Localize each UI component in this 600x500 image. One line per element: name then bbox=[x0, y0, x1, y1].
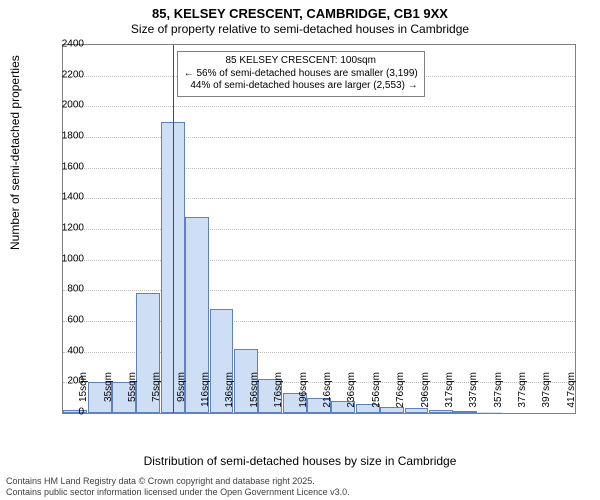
y-tick-label: 1800 bbox=[44, 131, 84, 142]
y-tick-label: 800 bbox=[44, 284, 84, 295]
x-axis-label: Distribution of semi-detached houses by … bbox=[0, 454, 600, 468]
x-tick-label: 156sqm bbox=[249, 372, 260, 422]
footer-text: Contains HM Land Registry data © Crown c… bbox=[6, 476, 350, 498]
y-tick-label: 400 bbox=[44, 345, 84, 356]
x-tick-label: 256sqm bbox=[371, 372, 382, 422]
x-tick-label: 417sqm bbox=[566, 372, 577, 422]
x-tick-label: 357sqm bbox=[493, 372, 504, 422]
y-tick-label: 2200 bbox=[44, 69, 84, 80]
x-tick-label: 176sqm bbox=[273, 372, 284, 422]
annotation-line: 85 KELSEY CRESCENT: 100sqm bbox=[184, 55, 418, 68]
gridline bbox=[63, 137, 575, 138]
x-tick-label: 337sqm bbox=[468, 372, 479, 422]
x-tick-label: 397sqm bbox=[541, 372, 552, 422]
chart-title: 85, KELSEY CRESCENT, CAMBRIDGE, CB1 9XX bbox=[0, 6, 600, 21]
footer-line1: Contains HM Land Registry data © Crown c… bbox=[6, 476, 350, 487]
gridline bbox=[63, 260, 575, 261]
x-tick-label: 55sqm bbox=[127, 372, 138, 422]
gridline bbox=[63, 198, 575, 199]
x-tick-label: 276sqm bbox=[395, 372, 406, 422]
footer-line2: Contains public sector information licen… bbox=[6, 487, 350, 498]
y-tick-label: 1400 bbox=[44, 192, 84, 203]
y-tick-label: 2000 bbox=[44, 100, 84, 111]
x-tick-label: 15sqm bbox=[78, 372, 89, 422]
gridline bbox=[63, 229, 575, 230]
x-tick-label: 35sqm bbox=[103, 372, 114, 422]
x-tick-label: 236sqm bbox=[346, 372, 357, 422]
gridline bbox=[63, 168, 575, 169]
annotation-line: 44% of semi-detached houses are larger (… bbox=[184, 80, 418, 93]
x-tick-label: 136sqm bbox=[224, 372, 235, 422]
chart-container: 85, KELSEY CRESCENT, CAMBRIDGE, CB1 9XX … bbox=[0, 0, 600, 500]
y-axis-label: Number of semi-detached properties bbox=[8, 55, 22, 250]
x-tick-label: 216sqm bbox=[322, 372, 333, 422]
y-tick-label: 1000 bbox=[44, 253, 84, 264]
gridline bbox=[63, 290, 575, 291]
y-tick-label: 1600 bbox=[44, 161, 84, 172]
y-tick-label: 2400 bbox=[44, 39, 84, 50]
marker-line bbox=[173, 45, 174, 413]
x-tick-label: 95sqm bbox=[176, 372, 187, 422]
plot-area: 85 KELSEY CRESCENT: 100sqm← 56% of semi-… bbox=[62, 44, 576, 414]
chart-subtitle: Size of property relative to semi-detach… bbox=[0, 22, 600, 36]
x-tick-label: 75sqm bbox=[151, 372, 162, 422]
annotation-box: 85 KELSEY CRESCENT: 100sqm← 56% of semi-… bbox=[177, 51, 425, 97]
x-tick-label: 116sqm bbox=[200, 372, 211, 422]
x-tick-label: 377sqm bbox=[517, 372, 528, 422]
annotation-line: ← 56% of semi-detached houses are smalle… bbox=[184, 68, 418, 81]
x-tick-label: 196sqm bbox=[298, 372, 309, 422]
x-tick-label: 296sqm bbox=[420, 372, 431, 422]
y-tick-label: 1200 bbox=[44, 223, 84, 234]
gridline bbox=[63, 106, 575, 107]
x-tick-label: 317sqm bbox=[444, 372, 455, 422]
y-tick-label: 600 bbox=[44, 315, 84, 326]
